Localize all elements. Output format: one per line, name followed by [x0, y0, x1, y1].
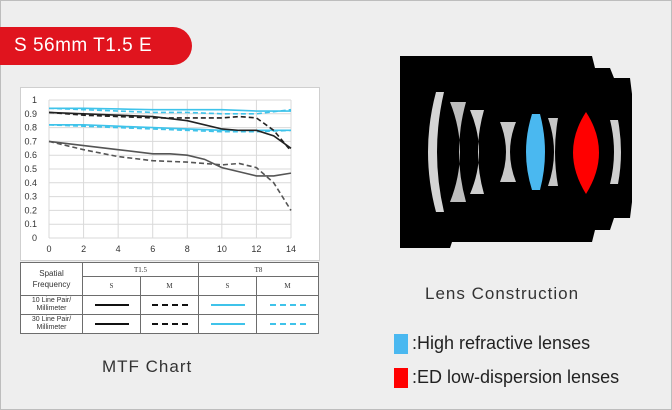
lens-element-1	[428, 92, 444, 212]
lens-construction-diagram	[400, 56, 632, 248]
mtf-legend-table: Spatial Frequency T1.5 T8 S M S M 10 Lin…	[20, 262, 319, 334]
lens-element-4	[500, 122, 516, 182]
mtf-series-line-8	[48, 140, 292, 211]
legend-cell	[256, 295, 319, 315]
x-tick-label: 2	[81, 244, 86, 254]
high-refractive-element	[526, 114, 545, 190]
aperture-header-2: T8	[198, 262, 319, 277]
y-tick-label: 0.7	[24, 136, 37, 146]
legend-line-solid-black	[94, 323, 129, 326]
legend-line-solid-blue	[210, 323, 245, 326]
lens-element-6	[610, 120, 621, 184]
mtf-chart-caption: MTF Chart	[102, 357, 193, 376]
y-tick-label: 0	[32, 233, 37, 243]
product-title-badge: S 56mm T1.5 E	[0, 27, 192, 65]
legend-cell	[256, 314, 319, 334]
meridional-header-2: M	[256, 276, 319, 296]
legend-cell	[198, 314, 257, 334]
lens-element-5	[548, 118, 558, 186]
y-tick-label: 0.5	[24, 164, 37, 174]
x-tick-label: 12	[251, 244, 261, 254]
y-tick-label: 0.1	[24, 219, 37, 229]
lens-construction-caption: Lens Construction	[425, 284, 580, 303]
mtf-series-line-5	[48, 111, 292, 149]
legend-cell	[198, 295, 257, 315]
legend-ed-low-dispersion-label: :ED low-dispersion lenses	[412, 367, 620, 387]
mtf-chart-svg: 00.10.20.30.40.50.60.70.80.910 2 4 6 8 10 12 14	[24, 95, 296, 254]
meridional-header-1: M	[140, 276, 199, 296]
ed-low-dispersion-element	[573, 112, 599, 194]
mtf-series-line-4	[48, 124, 292, 133]
x-tick-label: 10	[217, 244, 227, 254]
y-tick-label: 1	[32, 95, 37, 105]
x-tick-label: 14	[286, 244, 296, 254]
mtf-chart: 0 0.1 0.2 0.3 0.4 0.5 0.6 0.7 0.8 0.9 1 0 2 4 6 8 10 12 14	[20, 87, 320, 261]
row-30-lp-label: 30 Line Pair/ Millimeter	[20, 314, 83, 334]
legend-line-dashed-black	[151, 304, 188, 307]
row-10-lp-label: 10 Line Pair/ Millimeter	[20, 295, 83, 315]
x-tick-label: 0	[46, 244, 51, 254]
x-tick-label: 6	[150, 244, 155, 254]
y-tick-label: 0.4	[24, 178, 37, 188]
y-tick-label: 0.6	[24, 150, 37, 160]
legend-high-refractive-label: :High refractive lenses	[412, 333, 591, 353]
sagittal-header-1: S	[82, 276, 141, 296]
blue-swatch	[394, 333, 408, 354]
mtf-series-line-1	[49, 107, 291, 112]
legend-high-refractive: :High refractive lenses	[394, 333, 590, 354]
y-tick-label: 0.8	[24, 123, 37, 133]
legend-line-dashed-black	[151, 323, 188, 326]
mtf-series-line-7	[48, 140, 292, 177]
spatial-frequency-header: Spatial Frequency	[20, 262, 83, 296]
mtf-series-line-6	[48, 111, 292, 152]
lens-element-3	[470, 110, 484, 194]
legend-ed-low-dispersion: :ED low-dispersion lenses	[394, 367, 619, 388]
sagittal-header-2: S	[198, 276, 257, 296]
legend-cell	[140, 314, 199, 334]
product-title: S 56mm T1.5 E	[14, 35, 153, 56]
mtf-series-line-2	[48, 107, 292, 115]
y-tick-label: 0.9	[24, 109, 37, 119]
legend-line-dashed-blue	[269, 304, 306, 307]
legend-line-solid-blue	[210, 304, 245, 307]
legend-line-solid-black	[94, 304, 129, 307]
x-tick-label: 8	[185, 244, 190, 254]
lens-element-2	[450, 102, 466, 202]
legend-cell	[82, 295, 141, 315]
legend-cell	[82, 314, 141, 334]
legend-line-dashed-blue	[269, 323, 306, 326]
y-tick-label: 0.3	[24, 192, 37, 202]
red-swatch	[394, 367, 408, 388]
aperture-header-1: T1.5	[82, 262, 199, 277]
x-tick-label: 4	[116, 244, 121, 254]
y-tick-label: 0.2	[24, 205, 37, 215]
legend-cell	[140, 295, 199, 315]
